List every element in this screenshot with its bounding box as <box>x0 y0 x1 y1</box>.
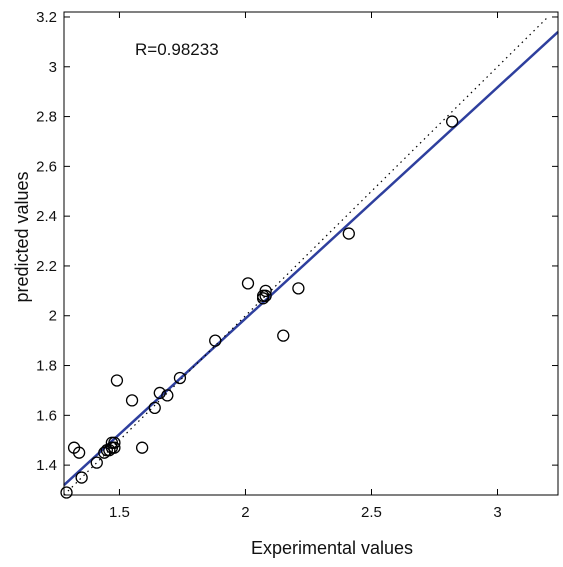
y-tick-label: 2.8 <box>36 109 57 126</box>
x-tick-label: 2 <box>241 504 249 521</box>
data-point <box>342 227 355 240</box>
ticks-layer: 1.5 2 2.5 3 1.4 1.6 1.8 2 2.2 2.4 2.6 2.8 3 3.2 <box>36 9 558 521</box>
data-point <box>445 115 459 128</box>
data-point <box>110 374 124 387</box>
x-tick-label: 2.5 <box>361 504 382 521</box>
correlation-annotation: R=0.98233 <box>135 40 219 59</box>
identity-line <box>63 16 549 496</box>
data-point <box>153 386 166 400</box>
plot-frame <box>63 11 559 496</box>
data-point <box>90 456 103 469</box>
y-tick-label: 1.4 <box>36 457 57 474</box>
y-axis-label: predicted values <box>12 171 32 302</box>
data-point <box>135 441 149 454</box>
data-point <box>72 446 86 459</box>
lines-layer <box>63 16 559 496</box>
data-point <box>259 284 272 297</box>
y-tick-label: 2.6 <box>36 158 57 175</box>
y-tick-label: 1.8 <box>36 358 57 375</box>
data-point <box>161 389 174 402</box>
data-point <box>173 371 187 385</box>
points-layer <box>60 115 459 499</box>
y-tick-label: 3.2 <box>36 9 57 26</box>
data-point <box>241 277 255 290</box>
data-point <box>148 401 161 415</box>
y-tick-label: 2.2 <box>36 258 57 275</box>
y-tick-label: 1.6 <box>36 407 57 424</box>
x-tick-label: 3 <box>493 504 501 521</box>
data-point <box>108 436 121 449</box>
data-point <box>125 394 139 407</box>
x-axis-label: Experimental values <box>251 538 413 558</box>
data-point <box>277 329 290 342</box>
data-point <box>209 334 222 347</box>
x-tick-label: 1.5 <box>109 504 130 521</box>
regression-line <box>63 30 559 486</box>
data-point <box>292 282 305 295</box>
y-tick-label: 2.4 <box>36 208 57 225</box>
data-point <box>60 486 73 499</box>
y-tick-label: 2 <box>49 308 57 325</box>
y-tick-label: 3 <box>49 59 57 76</box>
data-point <box>256 292 270 305</box>
data-point <box>259 289 272 302</box>
data-point <box>108 441 121 454</box>
data-point <box>75 471 88 484</box>
